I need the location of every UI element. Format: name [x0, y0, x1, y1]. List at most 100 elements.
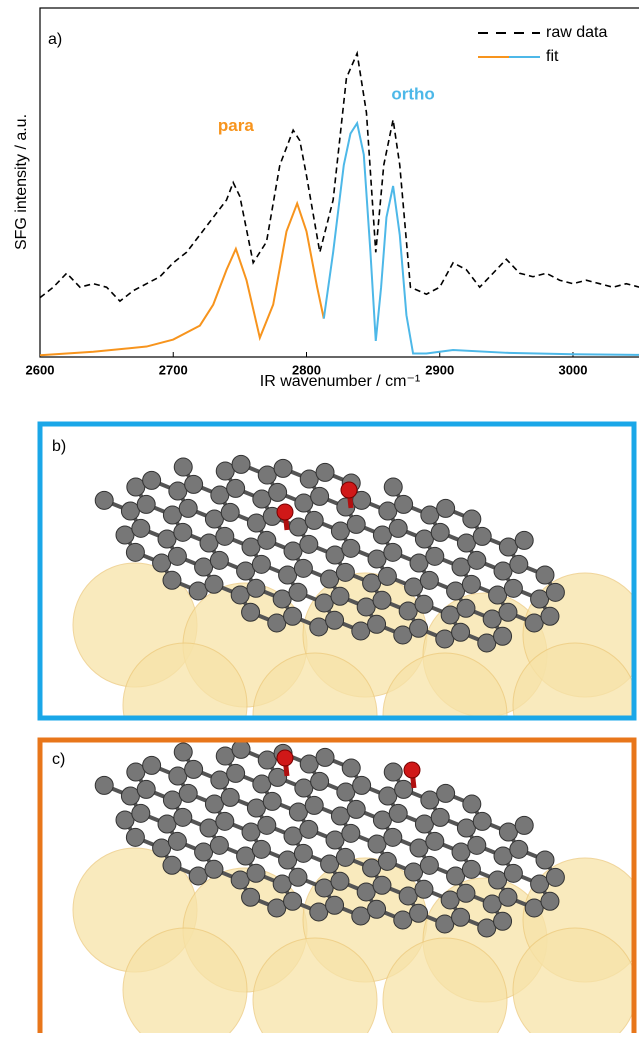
carbon-atom: [200, 819, 218, 837]
carbon-atom: [437, 784, 455, 802]
panel-content: [73, 455, 639, 777]
carbon-atom: [231, 871, 249, 889]
carbon-atom: [357, 883, 375, 901]
carbon-atom: [452, 623, 470, 641]
carbon-atom: [421, 506, 439, 524]
carbon-atom: [284, 892, 302, 910]
carbon-atom: [473, 812, 491, 830]
carbon-atom: [463, 510, 481, 528]
carbon-atom: [342, 759, 360, 777]
carbon-atom: [284, 607, 302, 625]
carbon-atom: [242, 888, 260, 906]
legend-label: raw data: [546, 24, 607, 41]
carbon-atom: [478, 634, 496, 652]
carbon-atom: [216, 812, 234, 830]
carbon-atom: [210, 836, 228, 854]
hydrogen-atom: [341, 482, 357, 498]
carbon-atom: [452, 558, 470, 576]
carbon-atom: [258, 531, 276, 549]
data-line: [40, 53, 639, 301]
carbon-atom: [468, 836, 486, 854]
carbon-atom: [468, 551, 486, 569]
carbon-atom: [310, 618, 328, 636]
carbon-atom: [384, 828, 402, 846]
carbon-atom: [316, 463, 334, 481]
carbon-atom: [232, 740, 250, 758]
carbon-atom: [368, 550, 386, 568]
carbon-atom: [415, 595, 433, 613]
carbon-atom: [399, 602, 417, 620]
carbon-atom: [169, 482, 187, 500]
carbon-atom: [252, 840, 270, 858]
carbon-atom: [405, 578, 423, 596]
carbon-atom: [331, 807, 349, 825]
carbon-atom: [121, 502, 139, 520]
carbon-atom: [268, 899, 286, 917]
carbon-atom: [315, 879, 333, 897]
carbon-atom: [274, 459, 292, 477]
carbon-atom: [126, 543, 144, 561]
carbon-atom: [394, 911, 412, 929]
carbon-atom: [436, 630, 454, 648]
carbon-atom: [426, 832, 444, 850]
carbon-atom: [494, 847, 512, 865]
carbon-atom: [311, 772, 329, 790]
carbon-atom: [242, 823, 260, 841]
carbon-atom: [216, 527, 234, 545]
carbon-atom: [336, 848, 354, 866]
carbon-atom: [389, 519, 407, 537]
carbon-atom: [247, 514, 265, 532]
carbon-atom: [457, 884, 475, 902]
molecule-panel: [40, 740, 639, 1033]
carbon-atom: [132, 519, 150, 537]
carbon-atom: [168, 547, 186, 565]
carbon-atom: [273, 590, 291, 608]
carbon-atom: [168, 832, 186, 850]
carbon-atom: [373, 591, 391, 609]
fit-line: [324, 123, 639, 355]
carbon-atom: [294, 844, 312, 862]
carbon-atom: [342, 539, 360, 557]
carbon-atom: [242, 538, 260, 556]
carbon-atom: [525, 899, 543, 917]
carbon-atom: [189, 582, 207, 600]
carbon-atom: [263, 792, 281, 810]
molecule-panel: [40, 424, 639, 777]
carbon-atom: [127, 763, 145, 781]
carbon-atom: [353, 776, 371, 794]
carbon-atom: [252, 555, 270, 573]
carbon-atom: [499, 603, 517, 621]
carbon-atom: [169, 767, 187, 785]
carbon-atom: [326, 611, 344, 629]
panel-label: b): [52, 438, 66, 455]
carbon-atom: [315, 594, 333, 612]
carbon-atom: [163, 856, 181, 874]
carbon-atom: [174, 743, 192, 761]
carbon-atom: [431, 808, 449, 826]
x-tick-label: 2800: [292, 362, 321, 377]
carbon-atom: [525, 614, 543, 632]
carbon-atom: [231, 586, 249, 604]
carbon-atom: [541, 607, 559, 625]
figure: a) IR wavenumber / cm⁻¹ SFG intensity / …: [0, 0, 639, 1033]
carbon-atom: [211, 771, 229, 789]
carbon-atom: [395, 780, 413, 798]
carbon-atom: [531, 875, 549, 893]
carbon-atom: [137, 495, 155, 513]
carbon-atom: [515, 531, 533, 549]
carbon-atom: [158, 530, 176, 548]
carbon-atom: [415, 880, 433, 898]
carbon-atom: [216, 462, 234, 480]
carbon-atom: [269, 768, 287, 786]
carbon-atom: [289, 868, 307, 886]
carbon-atom: [379, 787, 397, 805]
carbon-atom: [499, 538, 517, 556]
carbon-atom: [211, 486, 229, 504]
carbon-atom: [227, 479, 245, 497]
carbon-atom: [394, 626, 412, 644]
carbon-atom: [457, 534, 475, 552]
carbon-atom: [420, 571, 438, 589]
carbon-atom: [494, 562, 512, 580]
carbon-atom: [326, 896, 344, 914]
carbon-atom: [300, 535, 318, 553]
